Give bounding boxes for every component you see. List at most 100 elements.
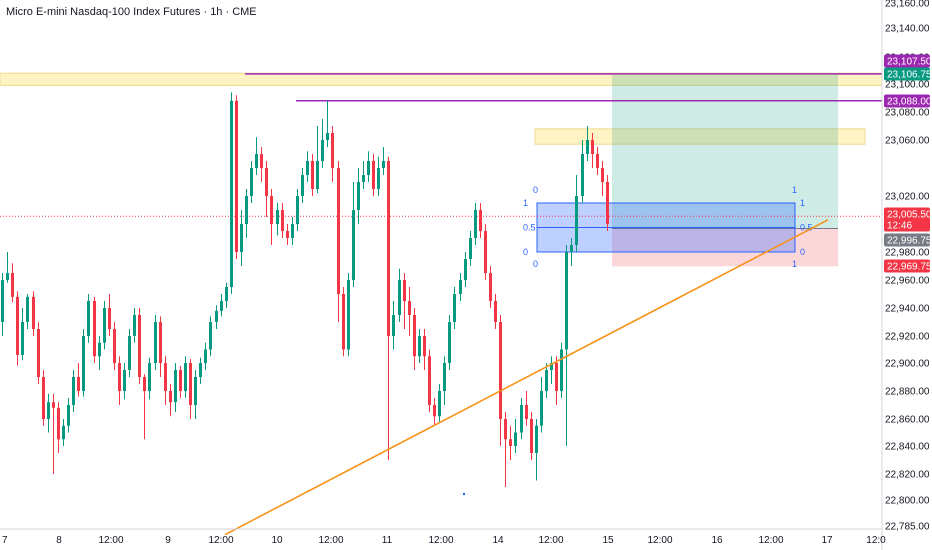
candle	[103, 301, 106, 350]
candle-body	[408, 301, 411, 315]
candle	[362, 161, 365, 189]
candle	[509, 425, 512, 460]
candle	[484, 224, 487, 280]
candle	[565, 245, 568, 446]
candle	[159, 316, 162, 377]
candle	[352, 182, 355, 287]
candle-body	[174, 370, 177, 403]
candle	[260, 147, 263, 182]
candle-body	[372, 161, 375, 189]
candle-body	[276, 210, 279, 224]
candle	[225, 282, 228, 308]
candle	[270, 189, 273, 245]
candle-body	[311, 161, 314, 189]
fib-level-label: 1	[800, 198, 805, 208]
time-tick-label: 15	[602, 535, 614, 546]
candle-body	[128, 336, 131, 370]
candle-body	[57, 407, 60, 440]
candle	[98, 336, 101, 370]
candle-body	[281, 210, 284, 231]
price-tick-label: 23,100.00	[885, 80, 930, 91]
candle	[311, 154, 314, 196]
candle	[72, 370, 75, 412]
price-tick-label: 22,920.00	[885, 332, 930, 343]
candle	[403, 273, 406, 329]
candle-body	[159, 322, 162, 363]
candle	[545, 363, 548, 398]
price-tick-label: 22,960.00	[885, 276, 930, 287]
price-tick-label: 23,060.00	[885, 136, 930, 147]
price-tag-label: 22,996.75	[887, 236, 932, 247]
candle	[235, 95, 238, 259]
candle	[357, 168, 360, 224]
fib-anchor-label: 0	[533, 185, 538, 195]
time-tick-label: 7	[2, 535, 8, 546]
time-axis[interactable]: 7 8 12:00 9 12:00 10 12:00 11 12:00 14 12:00 15 12:0…	[2, 535, 886, 546]
time-tick-label: 12:00	[318, 535, 343, 546]
candle	[164, 356, 167, 405]
fib-level-label: 1	[523, 198, 528, 208]
candle-body	[448, 322, 451, 363]
candle	[296, 189, 299, 231]
candle	[474, 203, 477, 245]
candle-body	[565, 252, 568, 350]
candle	[32, 291, 35, 336]
candle-body	[250, 168, 253, 196]
price-tick-label: 22,800.00	[885, 496, 930, 507]
time-tick-label: 11	[382, 535, 393, 546]
candle	[392, 301, 395, 350]
candle-body	[362, 175, 365, 182]
price-tag	[884, 259, 930, 273]
candle-body	[382, 161, 385, 168]
candle-body	[398, 280, 401, 315]
candle	[143, 374, 146, 440]
candle-body	[555, 363, 558, 391]
candle	[413, 308, 416, 370]
candle	[418, 329, 421, 363]
candle	[11, 263, 14, 303]
candle-body	[265, 168, 268, 196]
candle-body	[32, 296, 35, 329]
candle-body	[82, 336, 85, 391]
candle-body	[443, 363, 446, 391]
candle-body	[138, 315, 141, 377]
chart-title: Micro E-mini Nasdaq-100 Index Futures · …	[6, 6, 257, 18]
candle-body	[255, 154, 258, 168]
candle	[1, 273, 4, 336]
price-tick-label: 22,980.00	[885, 248, 930, 259]
candle-body	[601, 168, 604, 182]
price-tag-countdown: 12:46	[887, 221, 912, 232]
time-tick-label: 8	[56, 535, 62, 546]
candle-body	[1, 280, 4, 322]
candle-body	[26, 296, 29, 322]
candle-body	[108, 308, 111, 329]
candle-body	[331, 133, 334, 168]
candle	[377, 156, 380, 196]
candle-body	[184, 363, 187, 391]
candle	[464, 252, 467, 287]
candle	[87, 294, 90, 343]
time-tick-label: 12:00	[758, 535, 783, 546]
candle	[16, 291, 19, 366]
candle-body	[316, 161, 319, 189]
candle	[453, 287, 456, 329]
candle	[220, 294, 223, 317]
candle-body	[504, 419, 507, 440]
candle-body	[199, 363, 202, 377]
candle-body	[306, 161, 309, 175]
candle-body	[169, 391, 172, 403]
fib-level-label: 0.5	[523, 223, 536, 233]
candle	[215, 305, 218, 329]
price-tick-label: 22,820.00	[885, 470, 930, 481]
candle-body	[113, 329, 116, 363]
fib-anchor-label: 0	[533, 259, 538, 269]
candle-body	[342, 294, 345, 350]
candle-body	[215, 310, 218, 322]
candle-body	[154, 322, 157, 363]
time-tick-label: 12:00	[428, 535, 453, 546]
time-tick-label: 12:00	[538, 535, 563, 546]
candle-body	[530, 419, 533, 453]
price-tag-label: 23,106.75	[887, 70, 932, 81]
price-tick-label: 23,140.00	[885, 24, 930, 35]
time-tick-label: 10	[271, 535, 283, 546]
